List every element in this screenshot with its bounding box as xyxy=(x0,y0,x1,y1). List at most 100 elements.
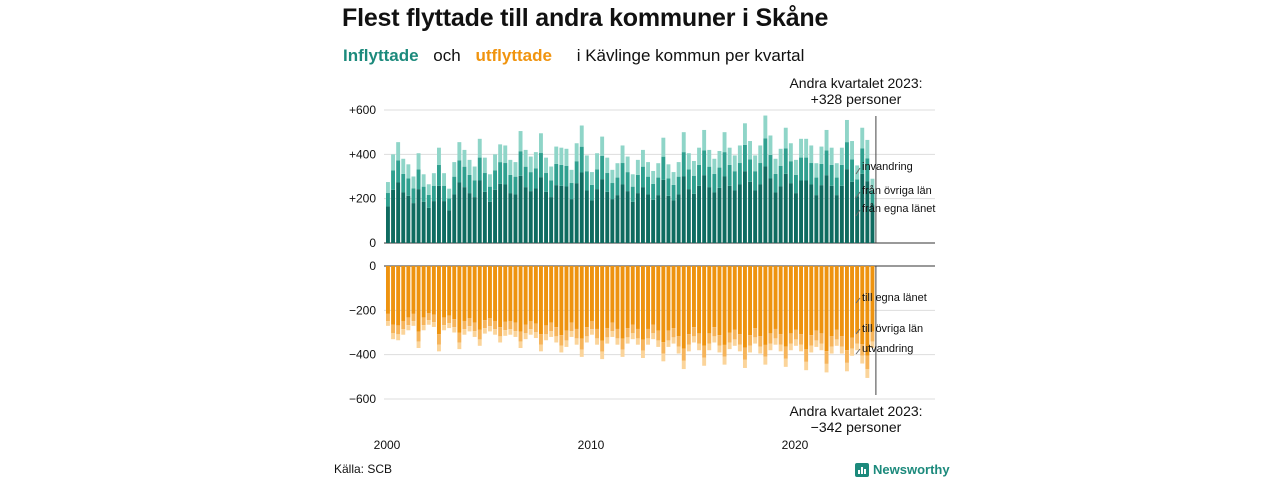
bar-in-invandring xyxy=(452,162,457,177)
bar-out-ovriga xyxy=(442,317,446,326)
bars xyxy=(386,115,875,378)
bar-out-egna xyxy=(722,266,727,345)
bar-in-ovriga xyxy=(635,174,640,194)
bar-out-egna xyxy=(554,266,559,328)
bar-in-invandring xyxy=(783,127,788,149)
bar-in-egna xyxy=(870,204,875,243)
bar-out-utvandring xyxy=(615,338,620,345)
series-label-out: till egna länet xyxy=(862,292,927,304)
bar-in-ovriga xyxy=(574,161,579,184)
bar-out-utvandring xyxy=(513,331,518,337)
bar-in-invandring xyxy=(870,178,875,191)
bar-in-ovriga xyxy=(610,183,615,200)
bar-in-ovriga xyxy=(539,153,543,178)
bar-out-egna xyxy=(482,266,487,321)
bar-out-egna xyxy=(794,266,798,330)
bar-in-invandring xyxy=(753,155,758,172)
bar-in-egna xyxy=(498,183,503,243)
bar-in-ovriga xyxy=(865,158,870,182)
bar-in-invandring xyxy=(539,133,543,154)
bar-in-ovriga xyxy=(850,159,854,182)
bar-in-egna xyxy=(554,185,559,243)
series-labels: invandring från övriga län från egna länet… xyxy=(855,161,935,355)
bar-in-invandring xyxy=(625,156,630,173)
bar-out-utvandring xyxy=(559,345,564,353)
bar-in-ovriga xyxy=(758,163,763,185)
bar-in-invandring xyxy=(411,176,416,189)
bar-out-egna xyxy=(544,266,548,326)
bar-in-egna xyxy=(737,184,742,243)
brand-logo[interactable]: Newsworthy xyxy=(855,462,950,477)
bar-out-egna xyxy=(661,266,666,343)
bar-in-ovriga xyxy=(452,176,457,195)
bar-out-utvandring xyxy=(778,344,783,352)
bar-in-ovriga xyxy=(753,171,758,191)
bar-in-egna xyxy=(722,176,727,243)
bar-out-utvandring xyxy=(707,343,712,351)
bar-in-ovriga xyxy=(442,185,446,202)
bar-in-egna xyxy=(559,185,564,243)
bar-in-invandring xyxy=(416,153,421,170)
bar-out-ovriga xyxy=(569,322,574,332)
bar-out-egna xyxy=(457,266,462,333)
bar-out-ovriga xyxy=(467,318,472,327)
bar-out-egna xyxy=(386,266,390,314)
bar-out-egna xyxy=(737,266,742,335)
bar-out-ovriga xyxy=(503,321,508,331)
bar-out-egna xyxy=(651,266,656,325)
bar-in-invandring xyxy=(584,155,589,172)
bar-out-ovriga xyxy=(625,328,630,338)
bar-in-invandring xyxy=(386,182,390,194)
bar-out-ovriga xyxy=(513,322,518,332)
bar-in-egna xyxy=(574,183,579,243)
bar-out-utvandring xyxy=(437,344,441,352)
bar-out-egna xyxy=(472,266,477,323)
series-label-connector xyxy=(855,297,861,304)
bar-in-ovriga xyxy=(661,156,666,180)
bar-out-utvandring xyxy=(717,345,722,353)
bar-out-egna xyxy=(763,266,768,345)
bar-out-egna xyxy=(518,266,523,332)
bar-in-ovriga xyxy=(569,183,574,200)
bar-out-egna xyxy=(559,266,564,336)
bar-out-utvandring xyxy=(768,343,773,351)
bar-out-egna xyxy=(681,266,686,349)
bar-in-invandring xyxy=(447,188,452,199)
bar-out-ovriga xyxy=(437,334,441,345)
bar-in-ovriga xyxy=(737,163,742,185)
bar-in-egna xyxy=(697,185,701,243)
bar-in-egna xyxy=(513,194,518,243)
bar-out-egna xyxy=(783,266,788,347)
bar-out-egna xyxy=(788,266,793,334)
bar-in-invandring xyxy=(748,141,752,160)
bar-out-ovriga xyxy=(712,327,717,337)
bar-in-invandring xyxy=(467,159,472,175)
bar-in-invandring xyxy=(829,147,834,165)
bar-in-egna xyxy=(783,173,788,243)
bar-in-invandring xyxy=(697,147,701,165)
bar-out-egna xyxy=(564,266,569,331)
bar-in-egna xyxy=(732,190,737,243)
bar-out-utvandring xyxy=(554,336,559,343)
bar-in-invandring xyxy=(421,174,426,187)
bar-out-ovriga xyxy=(457,332,462,343)
bar-in-ovriga xyxy=(533,168,538,189)
bar-in-invandring xyxy=(457,142,462,161)
bar-in-egna xyxy=(748,181,752,243)
bar-out-egna xyxy=(610,266,615,323)
bar-in-ovriga xyxy=(651,183,656,200)
bar-out-ovriga xyxy=(426,312,431,321)
bar-out-utvandring xyxy=(431,322,436,327)
bar-in-egna xyxy=(809,184,814,243)
bar-in-egna xyxy=(447,210,452,243)
bar-out-utvandring xyxy=(630,333,635,340)
bar-in-invandring xyxy=(686,153,691,170)
bar-in-ovriga xyxy=(564,165,569,187)
bar-out-egna xyxy=(620,266,625,339)
bar-in-invandring xyxy=(834,163,839,178)
bar-out-egna xyxy=(839,266,844,337)
bar-in-invandring xyxy=(462,149,467,167)
bar-in-invandring xyxy=(559,147,564,165)
bar-in-ovriga xyxy=(421,186,426,202)
bar-out-ovriga xyxy=(865,355,870,369)
